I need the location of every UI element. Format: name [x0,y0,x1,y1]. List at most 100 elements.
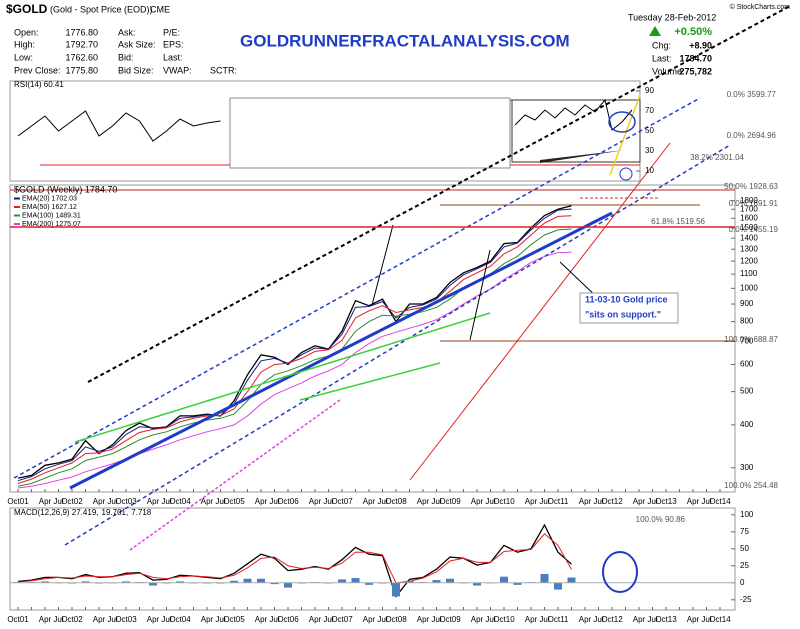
x-tick-label: Oct10 [493,497,515,506]
x-tick-label: Oct08 [385,497,407,506]
fib-label: 100.0% 90.86 [636,515,686,524]
histogram-bar [554,582,562,590]
y-tick-label: 500 [740,387,754,396]
x-tick-label: Oct06 [277,615,299,624]
x-tick-label: Jul [269,497,279,506]
x-tick-label: Oct12 [601,497,623,506]
date: Tuesday 28-Feb-2012 [628,12,716,22]
x-tick-label: Oct04 [169,615,191,624]
highlight-circle [619,167,633,181]
x-tick-label: Jul [53,497,63,506]
x-tick-label: Apr [201,615,214,624]
x-tick-label: Jul [107,497,117,506]
symbol: $GOLD [6,2,48,16]
series-line [17,215,572,484]
stat-label: Volume: [652,66,685,76]
histogram-bar [473,582,481,586]
histogram-bar [81,581,90,583]
stat-label: Last: [652,53,672,63]
series-line [17,110,221,142]
x-tick-label: Oct05 [223,497,245,506]
inset-line [514,98,633,131]
y-tick-label: 800 [740,317,754,326]
stat-value: 1784.70 [679,53,712,63]
y-tick-label: 300 [740,463,754,472]
histogram-bar [432,580,441,583]
support-line [69,211,613,490]
histogram-bar [149,582,157,586]
x-tick-label: Apr [93,615,106,624]
y-tick-label: 400 [740,420,754,429]
fib-label: 38.2% 2301.04 [690,153,744,162]
stat-value: +8.90 [689,40,712,50]
histogram-bar [405,580,414,583]
x-tick-label: Oct07 [331,615,353,624]
histogram-bar [176,581,184,583]
legend-label: 19.701, [102,508,129,517]
histogram-bar [41,581,49,583]
x-tick-label: Apr [579,497,592,506]
histogram-bar [540,573,549,583]
fib-label: 0.0% 2694.96 [727,131,777,140]
x-tick-label: Jul [539,615,549,624]
x-tick-label: Jul [647,497,657,506]
x-tick-label: Oct07 [331,497,353,506]
x-tick-label: Apr [93,497,106,506]
y-tick-label: 25 [740,561,749,570]
x-tick-label: Oct02 [61,615,83,624]
overlay-box [229,97,511,169]
x-tick-label: Apr [363,497,376,506]
x-tick-label: Apr [147,497,160,506]
quote-label: Prev Close: [14,65,61,75]
fib-label: 0.0% 1455.19 [729,225,779,234]
x-tick-label: Oct09 [439,615,461,624]
x-tick-label: Oct05 [223,615,245,624]
x-tick-label: Jul [107,615,117,624]
x-tick-label: Oct03 [115,497,137,506]
x-tick-label: Jul [431,497,441,506]
x-tick-label: Apr [39,497,52,506]
histogram-bar [365,582,373,585]
x-tick-label: Oct13 [655,615,677,624]
y-tick-label: 100 [740,510,754,519]
y-tick-label: 1800 [740,196,758,205]
x-tick-label: Oct13 [655,497,677,506]
x-tick-label: Jul [701,497,711,506]
channel-line [13,97,701,479]
exchange: CME [150,4,170,14]
y-tick-label: 1200 [740,256,758,265]
quote-label: P/E: [163,27,180,37]
trendline [609,94,641,176]
x-tick-label: Oct04 [169,497,191,506]
x-tick-label: Jul [161,497,171,506]
quote-label: Ask Size: [118,39,156,49]
histogram-bar [338,579,346,583]
source: © StockCharts.com [730,3,791,11]
x-tick-label: Jul [593,615,603,624]
x-tick-label: Jul [377,497,387,506]
highlight-circle [602,551,638,593]
y-tick-label: 900 [740,299,754,308]
x-tick-label: Apr [633,497,646,506]
panel-frame [9,507,736,611]
change-pct: +0.50% [674,26,712,38]
quote-label: Last: [163,52,183,62]
x-tick-label: Apr [255,615,268,624]
x-tick-label: Jul [215,497,225,506]
x-tick-label: Jul [593,497,603,506]
x-tick-label: Jul [323,497,333,506]
x-tick-label: Apr [525,497,538,506]
quote-value: 1762.60 [65,52,98,62]
panel-frame [9,184,736,493]
x-tick-label: Jul [701,615,711,624]
channel-line [64,144,731,546]
fib-label: 100.0% 688.87 [724,335,778,344]
y-tick-label: 1600 [740,213,758,222]
y-tick-label: 1300 [740,244,758,253]
pointer-line [469,249,491,341]
x-tick-label: Apr [255,497,268,506]
quote-label: EPS: [163,39,184,49]
histogram-bar [351,578,360,583]
quote-value: 1792.70 [65,39,98,49]
series-line [17,533,572,584]
